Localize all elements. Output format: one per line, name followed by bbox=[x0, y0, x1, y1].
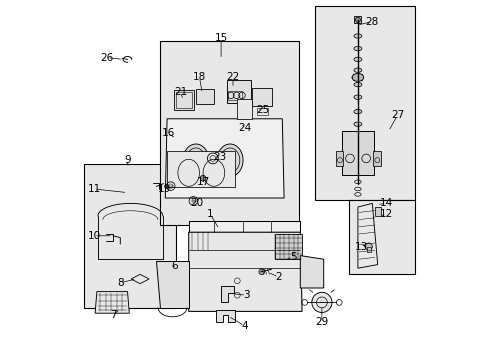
Bar bbox=[354, 16, 361, 23]
Ellipse shape bbox=[353, 82, 361, 87]
Text: 7: 7 bbox=[110, 310, 116, 320]
Bar bbox=[174, 90, 194, 110]
Polygon shape bbox=[221, 286, 233, 302]
Text: 13: 13 bbox=[354, 242, 367, 252]
Text: 20: 20 bbox=[190, 198, 203, 208]
Bar bbox=[237, 99, 251, 119]
Ellipse shape bbox=[353, 109, 361, 114]
Bar bbox=[251, 88, 271, 106]
Text: 17: 17 bbox=[196, 177, 209, 187]
Bar bbox=[314, 6, 415, 200]
Text: 12: 12 bbox=[379, 209, 392, 219]
Bar bbox=[366, 247, 370, 252]
Circle shape bbox=[258, 269, 264, 275]
Text: 25: 25 bbox=[256, 105, 269, 115]
Circle shape bbox=[200, 175, 205, 181]
Ellipse shape bbox=[353, 122, 361, 126]
Text: 4: 4 bbox=[241, 321, 247, 331]
Bar bbox=[196, 89, 213, 104]
Bar bbox=[227, 80, 250, 103]
Bar bbox=[160, 41, 298, 225]
Bar bbox=[275, 234, 302, 259]
Bar bbox=[336, 151, 343, 166]
Circle shape bbox=[311, 292, 331, 312]
Bar bbox=[348, 200, 415, 274]
Polygon shape bbox=[300, 256, 323, 288]
Ellipse shape bbox=[351, 73, 363, 81]
Bar bbox=[374, 207, 381, 216]
Polygon shape bbox=[156, 261, 188, 308]
Polygon shape bbox=[215, 310, 235, 322]
Text: 28: 28 bbox=[365, 17, 378, 27]
Text: 15: 15 bbox=[214, 33, 227, 43]
Text: 29: 29 bbox=[315, 317, 328, 327]
Polygon shape bbox=[188, 232, 302, 311]
Text: 27: 27 bbox=[390, 110, 403, 120]
Text: 6: 6 bbox=[171, 261, 177, 271]
Ellipse shape bbox=[217, 144, 243, 176]
Bar bbox=[257, 108, 267, 115]
Text: 11: 11 bbox=[87, 184, 101, 194]
Text: 18: 18 bbox=[192, 72, 206, 82]
Ellipse shape bbox=[353, 34, 361, 38]
Polygon shape bbox=[165, 119, 284, 198]
Polygon shape bbox=[95, 292, 129, 313]
Text: 24: 24 bbox=[238, 123, 251, 133]
Text: 26: 26 bbox=[100, 53, 113, 63]
Text: 10: 10 bbox=[87, 231, 101, 241]
Text: 23: 23 bbox=[213, 152, 226, 162]
Polygon shape bbox=[188, 221, 300, 232]
Text: 9: 9 bbox=[124, 155, 131, 165]
Bar bbox=[341, 131, 373, 175]
Ellipse shape bbox=[353, 68, 361, 72]
Text: 2: 2 bbox=[275, 272, 282, 282]
Circle shape bbox=[355, 17, 360, 22]
Text: 1: 1 bbox=[206, 209, 213, 219]
Text: 16: 16 bbox=[161, 128, 174, 138]
Text: 19: 19 bbox=[158, 184, 171, 194]
Ellipse shape bbox=[353, 57, 361, 62]
Text: 8: 8 bbox=[117, 278, 123, 288]
Text: 14: 14 bbox=[379, 198, 392, 208]
Text: 5: 5 bbox=[289, 252, 296, 262]
Ellipse shape bbox=[353, 95, 361, 99]
Text: 22: 22 bbox=[226, 72, 239, 82]
Ellipse shape bbox=[183, 144, 208, 176]
Bar bbox=[176, 92, 192, 108]
Polygon shape bbox=[357, 203, 377, 268]
Ellipse shape bbox=[353, 46, 361, 51]
Bar bbox=[228, 91, 242, 100]
Text: 3: 3 bbox=[243, 290, 249, 300]
Text: 21: 21 bbox=[173, 87, 187, 97]
Bar bbox=[373, 151, 381, 166]
Circle shape bbox=[365, 243, 371, 250]
Bar bbox=[84, 164, 176, 308]
Bar bbox=[167, 151, 235, 187]
